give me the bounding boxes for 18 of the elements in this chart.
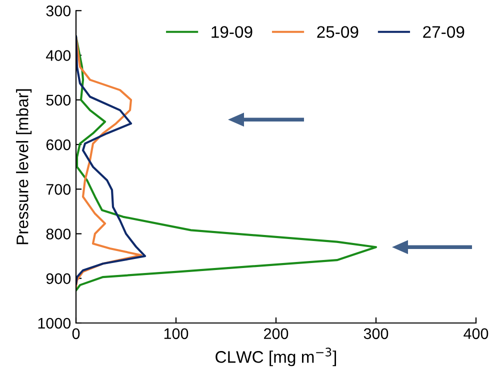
y-tick-label: 1000 xyxy=(38,318,71,329)
x-axis-title: CLWC [mg m$^{−3}$] xyxy=(216,348,336,366)
y-tick-label: 400 xyxy=(46,50,71,61)
x-tick-label: 0 xyxy=(72,328,80,340)
legend-label: 25-09 xyxy=(317,26,358,38)
x-tick-label: 400 xyxy=(464,328,488,340)
legend-label: 27-09 xyxy=(423,26,464,38)
y-tick-label: 700 xyxy=(46,184,71,195)
legend-label: 19-09 xyxy=(212,26,252,38)
y-tick-label: 900 xyxy=(46,273,71,284)
y-tick-label: 500 xyxy=(46,94,71,106)
y-tick-label: 800 xyxy=(46,228,71,240)
x-tick-label: 200 xyxy=(264,328,288,340)
y-axis-title: Pressure level [mbar] xyxy=(16,89,32,244)
x-tick-label: 100 xyxy=(164,328,188,340)
x-tick-label: 300 xyxy=(364,328,388,340)
y-tick-label: 300 xyxy=(46,6,71,16)
y-tick-label: 600 xyxy=(46,139,71,150)
